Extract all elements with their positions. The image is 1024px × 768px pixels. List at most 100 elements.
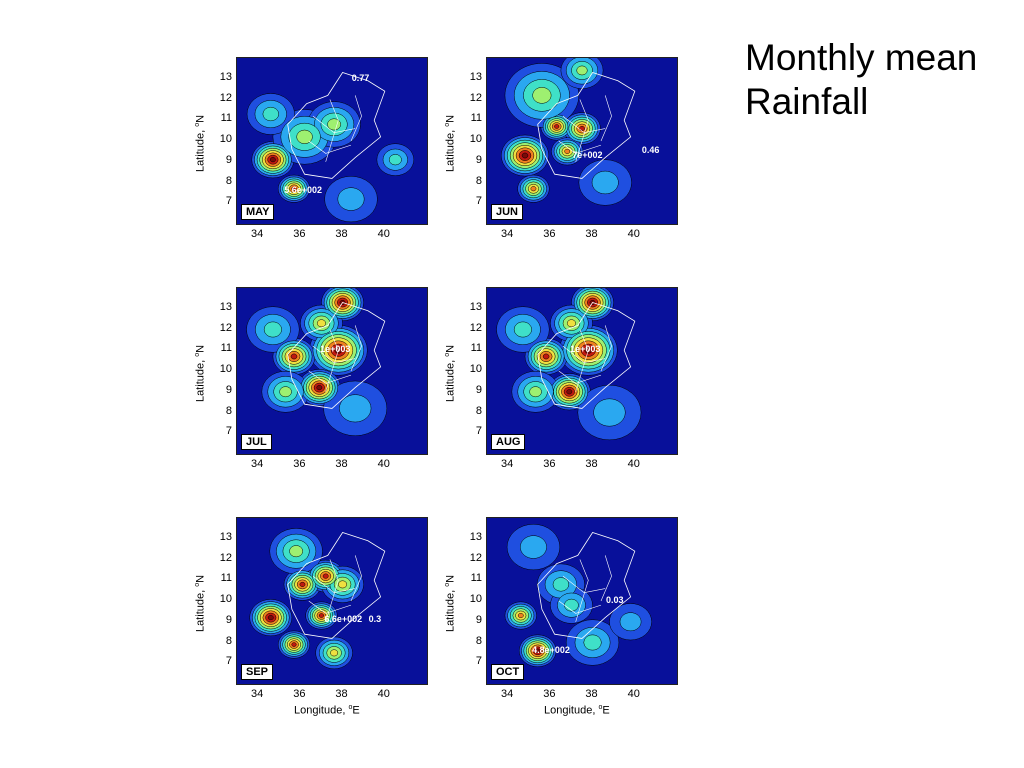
- sub-basin-boundary: [350, 95, 362, 142]
- value-annotation: 5.6e+002: [284, 184, 323, 195]
- y-axis-label-text: Latitude,: [194, 586, 207, 632]
- y-tick-label: 9: [475, 383, 482, 396]
- sub-basin-boundary: [350, 555, 362, 602]
- y-axis-label: Latitude, oN: [444, 345, 457, 402]
- basin-boundary: [537, 532, 636, 639]
- sub-basin-boundary: [600, 325, 612, 372]
- rainfall-field: [496, 288, 642, 441]
- basin-boundary: [537, 302, 636, 409]
- y-tick-label: 12: [219, 551, 232, 564]
- x-tick-label: 34: [500, 228, 514, 240]
- sub-basin-boundary: [312, 345, 356, 364]
- contour-level-2: [619, 612, 642, 632]
- y-tick-label: 12: [469, 321, 482, 334]
- contour-level-7: [291, 186, 297, 191]
- sub-basin-boundary: [558, 600, 602, 614]
- slide-title-line2: Rainfall: [745, 81, 869, 122]
- degree-symbol: o: [598, 704, 603, 711]
- y-tick-label: 12: [469, 91, 482, 104]
- y-tick-label: 13: [219, 530, 232, 543]
- x-tick-label: 34: [250, 228, 264, 240]
- x-tick-label: 40: [377, 228, 390, 240]
- y-tick-label: 13: [219, 300, 232, 313]
- x-axis-unit: E: [352, 704, 360, 717]
- contour-level-3: [513, 321, 532, 338]
- x-tick-label: 40: [377, 688, 390, 700]
- contour-level-2: [339, 394, 372, 423]
- degree-symbol: o: [194, 122, 201, 127]
- contour-level-3: [564, 598, 579, 612]
- contour-level-8: [316, 385, 323, 391]
- sub-basin-boundary: [600, 95, 612, 142]
- x-tick-label: 34: [250, 688, 264, 700]
- month-label: MAY: [241, 204, 275, 220]
- y-tick-label: 9: [225, 383, 232, 396]
- y-axis-label-text: Latitude,: [194, 126, 207, 172]
- contour-level-8: [267, 615, 274, 621]
- map-panel-may: 0.77 5.6e+002 MAY: [236, 57, 428, 225]
- x-tick-label: 40: [627, 458, 640, 470]
- x-tick-label: 38: [585, 228, 598, 240]
- value-annotation: 1e+003: [570, 344, 601, 355]
- contour-level-6: [517, 612, 524, 619]
- map-panel-oct: 0.03 4.8e+002 OCT: [486, 517, 678, 685]
- value-annotation: 7e+002: [572, 149, 603, 160]
- y-tick-label: 7: [475, 425, 482, 438]
- sub-basin-boundary: [562, 575, 606, 594]
- contour-level-7: [542, 353, 550, 360]
- y-axis-label: Latitude, oN: [444, 575, 457, 632]
- map-panel-aug: 1e+003 AUG: [486, 287, 678, 455]
- y-tick-label: 13: [469, 530, 482, 543]
- contour-level-5: [338, 580, 348, 589]
- rainfall-field: [246, 72, 415, 223]
- contour-level-7: [290, 353, 298, 360]
- contour-level-7: [291, 642, 297, 647]
- y-tick-label: 7: [225, 655, 232, 668]
- rainfall-field: [504, 523, 652, 668]
- rainfall-field: [501, 58, 636, 206]
- contour-level-8: [270, 157, 276, 163]
- sub-basin-boundary: [575, 329, 589, 392]
- y-axis-label-text: Latitude,: [444, 586, 457, 632]
- contour-level-7: [322, 573, 329, 579]
- contour-level-2: [520, 535, 547, 559]
- y-tick-label: 12: [219, 91, 232, 104]
- sub-basin-boundary: [308, 140, 352, 154]
- degree-symbol: o: [444, 582, 451, 587]
- value-annotation: 6.6e+002: [324, 613, 363, 624]
- basin-boundary: [287, 302, 386, 409]
- x-tick-label: 36: [543, 688, 556, 700]
- sub-basin-boundary: [600, 555, 612, 602]
- contour-level-2: [337, 187, 365, 211]
- y-tick-label: 13: [219, 70, 232, 83]
- contour-level-6: [564, 148, 571, 154]
- y-axis-label-text: Latitude,: [444, 126, 457, 172]
- y-tick-label: 10: [469, 363, 482, 375]
- y-tick-label: 8: [225, 174, 232, 187]
- sub-basin-boundary: [562, 345, 606, 364]
- value-annotation: 0.77: [351, 72, 370, 83]
- contour-level-7: [579, 126, 585, 132]
- y-axis-unit: N: [194, 574, 207, 583]
- x-axis-label-text: Longitude,: [294, 704, 349, 717]
- x-tick-label: 34: [250, 458, 264, 470]
- y-tick-label: 11: [220, 572, 232, 585]
- y-tick-label: 8: [225, 634, 232, 647]
- sub-basin-boundary: [312, 575, 356, 594]
- contour-level-2: [591, 170, 619, 195]
- contour-level-8: [566, 389, 573, 395]
- contour-level-5: [566, 319, 576, 328]
- sub-basin-boundary: [325, 559, 339, 622]
- contour-level-4: [576, 65, 588, 76]
- month-label: SEP: [241, 664, 274, 680]
- y-axis-label: Latitude, oN: [194, 115, 207, 172]
- contour-level-4: [529, 386, 542, 398]
- sub-basin-boundary: [562, 115, 606, 134]
- x-tick-label: 34: [500, 458, 514, 470]
- y-axis-unit: N: [444, 344, 457, 353]
- y-tick-label: 9: [475, 153, 482, 166]
- sub-basin-boundary: [308, 370, 352, 384]
- value-annotation: 0.3: [368, 613, 382, 624]
- month-label: JUN: [491, 204, 524, 220]
- y-tick-label: 11: [220, 112, 232, 125]
